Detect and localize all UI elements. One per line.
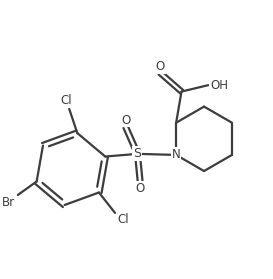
- Text: Br: Br: [2, 196, 15, 209]
- Text: O: O: [135, 182, 145, 195]
- Text: Cl: Cl: [117, 213, 129, 226]
- Text: OH: OH: [210, 79, 228, 92]
- Text: Cl: Cl: [61, 94, 72, 107]
- Text: O: O: [155, 60, 165, 73]
- Text: O: O: [121, 114, 130, 127]
- Text: S: S: [133, 147, 141, 160]
- Text: N: N: [172, 148, 180, 162]
